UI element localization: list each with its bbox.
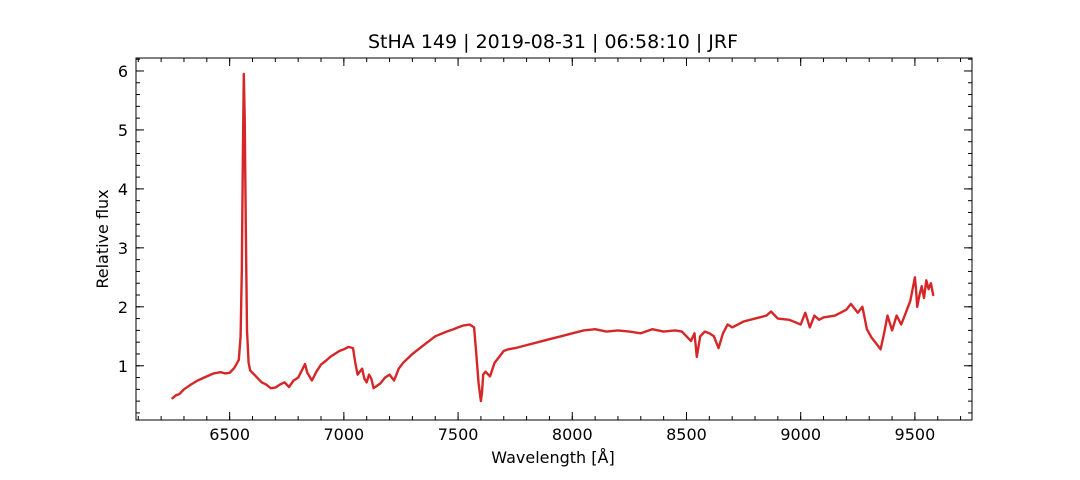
- axis-ticks: 6500 7000 7500 8000 8500 9000 9500 1 2 3 4 5 6: [118, 58, 972, 444]
- y-tick-label: 5: [118, 121, 128, 140]
- x-tick-label: 7000: [323, 425, 364, 444]
- chart-title: StHA 149 | 2019-08-31 | 06:58:10 | JRF: [368, 31, 738, 53]
- plot-frame: [135, 57, 973, 421]
- y-tick-label: 6: [118, 62, 128, 81]
- y-axis-label: Relative flux: [93, 189, 112, 288]
- x-axis-label: Wavelength [Å]: [491, 448, 614, 467]
- x-tick-label: 6500: [209, 425, 250, 444]
- x-tick-label: 8500: [666, 425, 707, 444]
- x-tick-label: 9000: [780, 425, 821, 444]
- x-tick-label: 9500: [895, 425, 936, 444]
- spectrum-series-line: [171, 72, 935, 403]
- y-tick-label: 3: [118, 239, 128, 258]
- x-tick-label: 7500: [438, 425, 479, 444]
- y-tick-label: 2: [118, 298, 128, 317]
- y-tick-label: 1: [118, 357, 128, 376]
- y-tick-label: 4: [118, 180, 128, 199]
- x-tick-label: 8000: [552, 425, 593, 444]
